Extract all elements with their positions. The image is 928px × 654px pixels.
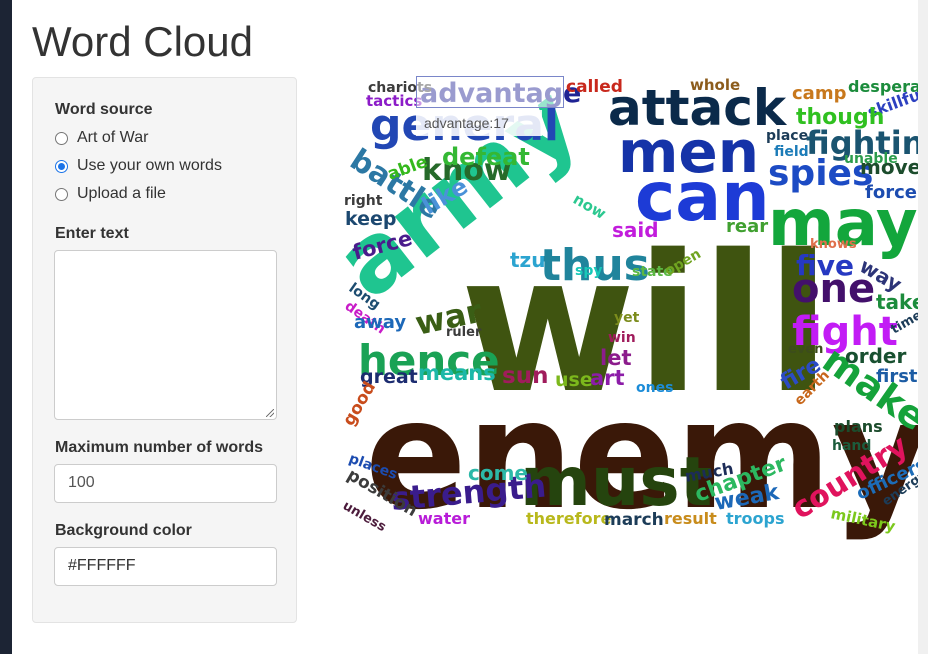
cloud-word-will[interactable]: will [460, 214, 831, 435]
cloud-word-place[interactable]: place [766, 128, 808, 144]
word-cloud-canvas: willenemyarmymustmaycanmenattackgenerala… [330, 70, 920, 540]
cloud-word-march[interactable]: march [604, 510, 664, 530]
cloud-word-may[interactable]: may [768, 187, 918, 261]
hover-highlight-box [416, 76, 564, 108]
cloud-word-camp[interactable]: camp [792, 83, 847, 104]
cloud-word-plans[interactable]: plans [834, 417, 883, 436]
background-color-input[interactable]: #FFFFFF [54, 547, 277, 586]
page-title: Word Cloud [32, 18, 253, 65]
cloud-word-whole[interactable]: whole [690, 76, 740, 94]
cloud-word-state[interactable]: state [632, 264, 673, 280]
cloud-word-hence[interactable]: hence [358, 336, 500, 385]
cloud-word-spies[interactable]: spies [768, 153, 873, 194]
cloud-word-ruler[interactable]: ruler [446, 325, 482, 340]
cloud-word-tactics[interactable]: tactics [366, 92, 422, 110]
radio-upload-file[interactable]: Upload a file [55, 183, 166, 205]
radio-art-of-war[interactable]: Art of War [55, 127, 148, 149]
window-edge [918, 0, 928, 654]
cloud-word-desperate[interactable]: desperate [848, 77, 920, 96]
word-cloud[interactable]: willenemyarmymustmaycanmenattackgenerala… [330, 70, 920, 540]
cloud-word-means[interactable]: means [418, 361, 496, 385]
cloud-word-one[interactable]: one [792, 266, 875, 312]
main-page: Word Cloud Word source Art of War Use yo… [12, 0, 920, 654]
cloud-word-rear[interactable]: rear [726, 216, 768, 237]
text-input[interactable] [54, 250, 277, 420]
cloud-word-therefore[interactable]: therefore [526, 509, 611, 528]
cloud-word-tzu[interactable]: tzu [510, 248, 545, 272]
cloud-word-sun[interactable]: sun [502, 363, 548, 389]
cloud-word-field[interactable]: field [774, 144, 809, 160]
radio-button-own-words[interactable] [55, 159, 68, 173]
cloud-word-first[interactable]: first [876, 366, 918, 387]
cloud-word-even[interactable]: even [788, 342, 823, 357]
max-words-input[interactable]: 100 [54, 464, 277, 503]
cloud-word-result[interactable]: result [664, 509, 717, 528]
enter-text-label: Enter text [55, 225, 129, 242]
resize-handle-icon[interactable] [266, 409, 274, 417]
cloud-word-move[interactable]: move [860, 155, 920, 179]
cloud-word-water[interactable]: water [418, 509, 470, 528]
cloud-word-great[interactable]: great [360, 366, 418, 388]
cloud-word-use[interactable]: use [555, 369, 593, 391]
radio-button-art-of-war[interactable] [55, 131, 68, 145]
cloud-word-ones[interactable]: ones [636, 380, 673, 396]
word-tooltip: advantage:17 [416, 110, 542, 136]
cloud-word-unable[interactable]: unable [844, 151, 898, 167]
cloud-word-spy[interactable]: spy [575, 263, 602, 279]
cloud-word-troops[interactable]: troops [726, 509, 785, 528]
radio-own-words[interactable]: Use your own words [55, 155, 222, 177]
sidebar-panel: Word source Art of War Use your own word… [32, 77, 297, 623]
cloud-word-art[interactable]: art [590, 366, 625, 390]
cloud-word-win[interactable]: win [608, 330, 636, 346]
cloud-word-take[interactable]: take [876, 290, 920, 314]
cloud-word-fight[interactable]: fight [792, 309, 898, 355]
cloud-word-must[interactable]: must [520, 443, 712, 522]
word-source-label: Word source [55, 101, 153, 118]
cloud-word-said[interactable]: said [612, 218, 659, 242]
cloud-word-five[interactable]: five [796, 249, 854, 282]
cloud-word-come[interactable]: come [468, 461, 528, 485]
cloud-word-let[interactable]: let [600, 346, 631, 370]
cloud-word-attack[interactable]: attack [608, 79, 788, 137]
max-words-label: Maximum number of words [55, 439, 264, 456]
cloud-word-thus[interactable]: thus [540, 240, 650, 291]
radio-label-upload-file: Upload a file [77, 185, 166, 202]
cloud-word-forces[interactable]: forces [865, 182, 920, 203]
cloud-word-fighting[interactable]: fighting [806, 124, 920, 162]
cloud-word-hand[interactable]: hand [832, 438, 871, 454]
cloud-word-keep[interactable]: keep [345, 208, 397, 230]
cloud-word-order[interactable]: order [845, 344, 906, 368]
radio-label-own-words: Use your own words [77, 157, 222, 174]
radio-label-art-of-war: Art of War [77, 129, 149, 146]
cloud-word-called[interactable]: called [566, 77, 623, 97]
cloud-word-can[interactable]: can [635, 158, 770, 237]
cloud-word-away[interactable]: away [354, 312, 406, 333]
cloud-word-right[interactable]: right [344, 193, 383, 209]
radio-button-upload-file[interactable] [55, 187, 68, 201]
cloud-word-men[interactable]: men [618, 118, 759, 186]
cloud-word-though[interactable]: though [796, 105, 884, 130]
cloud-word-defeat[interactable]: defeat [442, 143, 530, 171]
cloud-word-know[interactable]: know [422, 153, 512, 188]
cloud-word-yet[interactable]: yet [614, 310, 640, 326]
cloud-word-enemy[interactable]: enemy [365, 369, 920, 540]
background-color-label: Background color [55, 522, 192, 539]
cloud-word-knows[interactable]: knows [810, 237, 857, 252]
